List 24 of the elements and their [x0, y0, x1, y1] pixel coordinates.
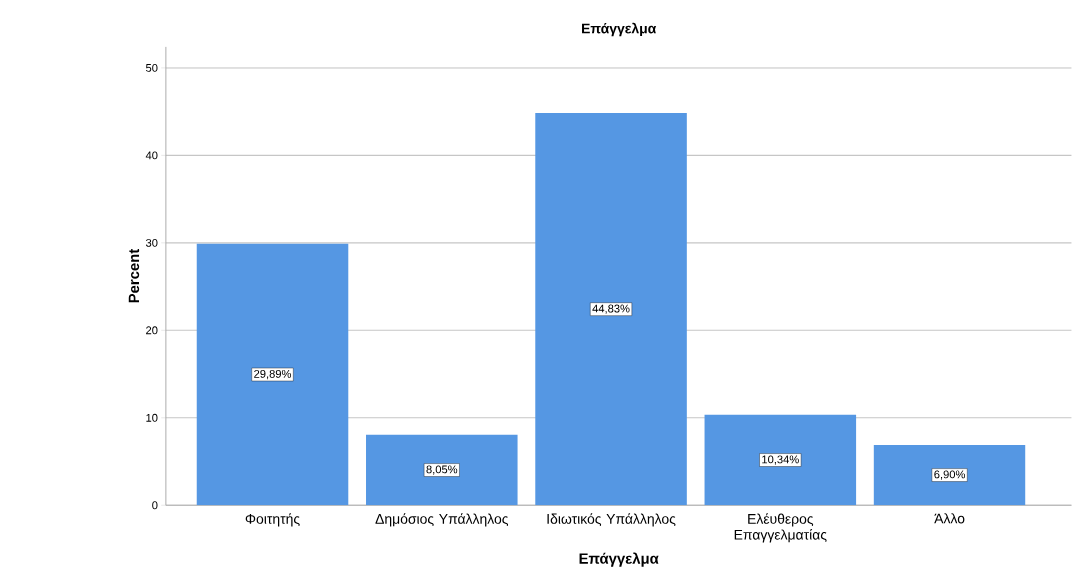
y-tick-label: 30	[145, 239, 158, 247]
chart-title: Επάγγελμα	[582, 22, 657, 37]
data-label: 44,83%	[592, 304, 630, 314]
x-tick-label: Άλλο	[934, 513, 965, 524]
data-label: 8,05%	[426, 465, 458, 475]
x-tick-label: Ιδιωτικός Υπάλληλος	[547, 513, 676, 527]
x-tick-label: Φοιτητής	[245, 513, 300, 527]
y-axis-title: Percent	[128, 249, 140, 303]
bar	[196, 243, 349, 506]
data-label: 29,89%	[254, 370, 292, 380]
bar	[535, 113, 687, 506]
y-tick-label: 0	[152, 501, 158, 510]
y-tick-label: 20	[146, 326, 158, 335]
y-tick-label: 50	[145, 64, 158, 72]
x-axis-title: Επάγγελμα	[579, 552, 659, 567]
data-label: 6,90%	[934, 470, 965, 480]
y-tick-label: 40	[145, 151, 158, 160]
bar	[873, 445, 1026, 506]
x-tick-label: Ελέυθερος Επαγγελματίας	[734, 513, 827, 543]
y-tick-label: 10	[146, 413, 158, 422]
bar	[366, 434, 518, 506]
bar	[704, 414, 857, 506]
data-label: 10,34%	[762, 455, 799, 465]
x-tick-label: Δημόσιος Υπάλληλος	[375, 513, 509, 527]
